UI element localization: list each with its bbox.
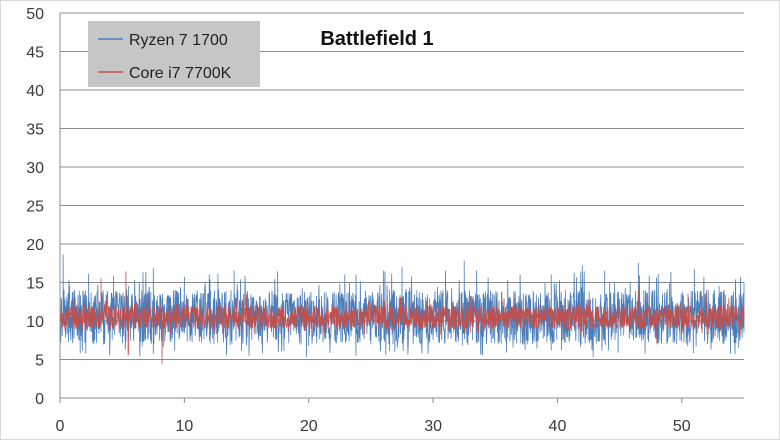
- legend-label-ryzen: Ryzen 7 1700: [129, 32, 228, 49]
- y-tick-label: 35: [26, 122, 44, 139]
- y-tick-label: 45: [26, 45, 44, 62]
- x-tick-label: 30: [424, 418, 442, 435]
- x-tick-label: 50: [673, 418, 691, 435]
- x-tick-label: 0: [56, 418, 65, 435]
- x-tick-label: 40: [549, 418, 567, 435]
- y-tick-label: 10: [26, 314, 44, 331]
- tick-labels: 0 5 10 15 20 25 30 35 40 45 50 0 10 20 30 40 50: [26, 6, 691, 435]
- x-tick-label: 10: [175, 418, 193, 435]
- y-tick-label: 30: [26, 160, 44, 177]
- series-line-ryzen-7-1700: [59, 254, 745, 358]
- legend-background: [88, 21, 260, 87]
- y-tick-label: 40: [26, 83, 44, 100]
- y-tick-label: 50: [26, 6, 44, 23]
- x-tick-label: 20: [300, 418, 318, 435]
- series-lines: [59, 254, 745, 364]
- y-tick-label: 0: [35, 391, 44, 408]
- y-tick-label: 15: [26, 276, 44, 293]
- legend-label-i7: Core i7 7700K: [129, 65, 232, 82]
- axes: [59, 13, 744, 403]
- legend: Ryzen 7 1700 Core i7 7700K: [88, 21, 260, 87]
- chart-title: Battlefield 1: [320, 28, 433, 50]
- series-line-core-i7-7700k: [59, 271, 745, 364]
- y-tick-label: 20: [26, 237, 44, 254]
- y-tick-label: 25: [26, 199, 44, 216]
- y-tick-label: 5: [35, 353, 44, 370]
